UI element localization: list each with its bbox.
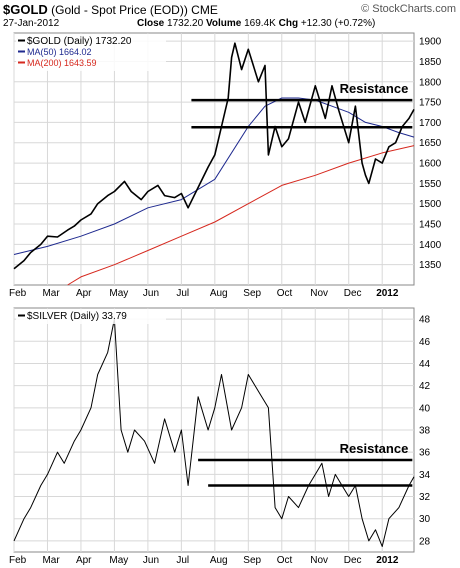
gold-xtick-label: Jun [143, 288, 159, 299]
silver-ytick-label: 46 [419, 337, 431, 348]
gold-series-gold [13, 42, 415, 270]
gold-ytick-label: 1850 [419, 57, 442, 68]
silver-xtick-label: Nov [310, 555, 328, 566]
gold-xtick-label: Nov [310, 288, 328, 299]
silver-xtick-label: Feb [9, 555, 27, 566]
volume-value: 169.4K [244, 18, 276, 29]
gold-xtick-label: 2012 [376, 288, 399, 299]
close-value: 1732.20 [167, 18, 204, 29]
gold-xtick-label: Sep [243, 288, 261, 299]
gold-ytick-label: 1900 [419, 37, 442, 48]
silver-ytick-label: 42 [419, 381, 431, 392]
gold-xtick-label: Apr [76, 288, 92, 299]
quote-stats: Close 1732.20 Volume 169.4K Chg +12.30 (… [137, 18, 375, 29]
gold-xtick-label: Dec [344, 288, 362, 299]
silver-xtick-label: Aug [210, 555, 228, 566]
symbol-title: $GOLD (Gold - Spot Price (EOD)) CME [3, 2, 218, 17]
silver-ytick-label: 48 [419, 315, 431, 326]
silver-ytick-label: 34 [419, 470, 431, 481]
gold-ytick-label: 1800 [419, 77, 442, 88]
chart-header: $GOLD (Gold - Spot Price (EOD)) CME 27-J… [3, 2, 458, 32]
gold-ytick-label: 1500 [419, 199, 442, 210]
gold-xtick-label: Oct [277, 288, 293, 299]
silver-xtick-label: Jun [143, 555, 159, 566]
silver-ytick-label: 36 [419, 448, 431, 459]
silver-xtick-label: Mar [42, 555, 60, 566]
gold-ytick-label: 1650 [419, 138, 442, 149]
gold-series-ma-50 [13, 97, 415, 255]
silver-legend-box [16, 309, 166, 324]
gold-ytick-label: 1600 [419, 159, 442, 170]
silver-xtick-label: Apr [76, 555, 92, 566]
gold-xtick-label: May [109, 288, 128, 299]
gold-ytick-label: 1750 [419, 98, 442, 109]
silver-ytick-label: 32 [419, 492, 431, 503]
silver-xtick-label: Jul [176, 555, 189, 566]
gold-ytick-label: 1700 [419, 118, 442, 129]
stockcharts-brand: © StockCharts.com [361, 3, 456, 15]
gold-ytick-label: 1400 [419, 240, 442, 251]
silver-legend-entry: $SILVER (Daily) 33.79 [27, 311, 127, 322]
silver-xtick-label: May [109, 555, 128, 566]
silver-resistance-label: Resistance [340, 441, 409, 456]
gold-resistance-label: Resistance [340, 81, 409, 96]
silver-ytick-label: 44 [419, 359, 431, 370]
silver-xtick-label: 2012 [376, 555, 399, 566]
gold-ytick-label: 1450 [419, 220, 442, 231]
silver-ytick-label: 38 [419, 426, 431, 437]
gold-series-ma-200 [67, 145, 415, 286]
silver-series-silver [13, 318, 415, 547]
gold-legend-entry: MA(50) 1664.02 [27, 47, 92, 57]
chg-value: +12.30 (+0.72%) [300, 18, 376, 29]
gold-legend-box [16, 34, 166, 71]
gold-ytick-label: 1350 [419, 260, 442, 271]
silver-xtick-label: Dec [344, 555, 362, 566]
close-label: Close [137, 18, 165, 29]
silver-xtick-label: Oct [277, 555, 293, 566]
gold-xtick-label: Feb [9, 288, 27, 299]
silver-ytick-label: 30 [419, 514, 431, 525]
gold-ytick-label: 1550 [419, 179, 442, 190]
gold-legend-entry: MA(200) 1643.59 [27, 58, 97, 68]
gold-xtick-label: Jul [176, 288, 189, 299]
silver-xtick-label: Sep [243, 555, 261, 566]
quote-date: 27-Jan-2012 [3, 18, 60, 29]
symbol-description: (Gold - Spot Price (EOD)) CME [51, 3, 218, 17]
volume-label: Volume [205, 18, 242, 29]
silver-ytick-label: 28 [419, 536, 431, 547]
gold-legend-entry: $GOLD (Daily) 1732.20 [27, 36, 132, 47]
chg-label: Chg [278, 18, 299, 29]
gold-xtick-label: Aug [210, 288, 228, 299]
silver-ytick-label: 40 [419, 403, 431, 414]
symbol: $GOLD [3, 2, 48, 17]
gold-xtick-label: Mar [42, 288, 60, 299]
